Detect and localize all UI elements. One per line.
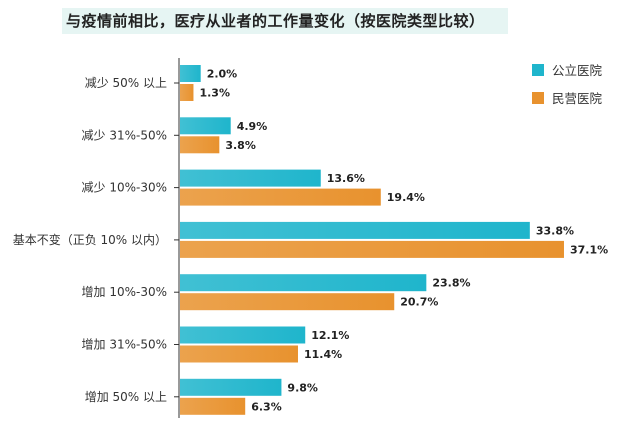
value-label: 3.8% <box>225 139 256 152</box>
category-label: 减少 50% 以上 <box>85 76 167 90</box>
public-hospital-bar <box>180 221 530 239</box>
value-label: 9.8% <box>287 381 318 394</box>
category-label: 减少 31%-50% <box>82 128 168 142</box>
private-hospital-bar <box>180 345 298 363</box>
public-hospital-bar <box>180 326 306 344</box>
value-label: 13.6% <box>327 172 365 185</box>
private-hospital-bar <box>180 293 395 311</box>
private-hospital-bar <box>180 136 220 154</box>
public-hospital-bar <box>180 169 321 187</box>
value-label: 1.3% <box>199 87 230 100</box>
value-label: 4.9% <box>237 120 268 133</box>
value-label: 12.1% <box>311 329 349 342</box>
value-label: 33.8% <box>536 224 574 237</box>
value-label: 11.4% <box>304 348 342 361</box>
category-label: 增加 50% 以上 <box>85 390 167 404</box>
public-hospital-bar <box>180 274 427 292</box>
category-label: 减少 10%-30% <box>82 181 168 195</box>
private-hospital-bar <box>180 240 564 258</box>
category-label: 增加 10%-30% <box>82 285 168 299</box>
private-hospital-bar <box>180 397 246 415</box>
legend-swatch <box>532 64 544 76</box>
value-label: 19.4% <box>387 191 425 204</box>
private-hospital-bar <box>180 188 381 206</box>
private-hospital-bar <box>180 84 194 101</box>
title-band <box>62 8 508 34</box>
value-label: 20.7% <box>400 296 438 309</box>
chart-title: 与疫情前相比，医疗从业者的工作量变化（按医院类型比较） <box>66 12 485 30</box>
category-label: 增加 31%-50% <box>82 338 168 352</box>
public-hospital-bar <box>180 65 201 82</box>
value-label: 2.0% <box>207 68 238 81</box>
value-label: 37.1% <box>570 243 608 256</box>
legend-label: 公立医院 <box>552 63 603 78</box>
value-label: 23.8% <box>432 277 470 290</box>
public-hospital-bar <box>180 378 282 396</box>
legend-label: 民营医院 <box>552 91 603 106</box>
public-hospital-bar <box>180 117 231 135</box>
legend-swatch <box>532 92 544 104</box>
category-label: 基本不变（正负 10% 以内） <box>13 232 167 247</box>
value-label: 6.3% <box>251 400 282 413</box>
